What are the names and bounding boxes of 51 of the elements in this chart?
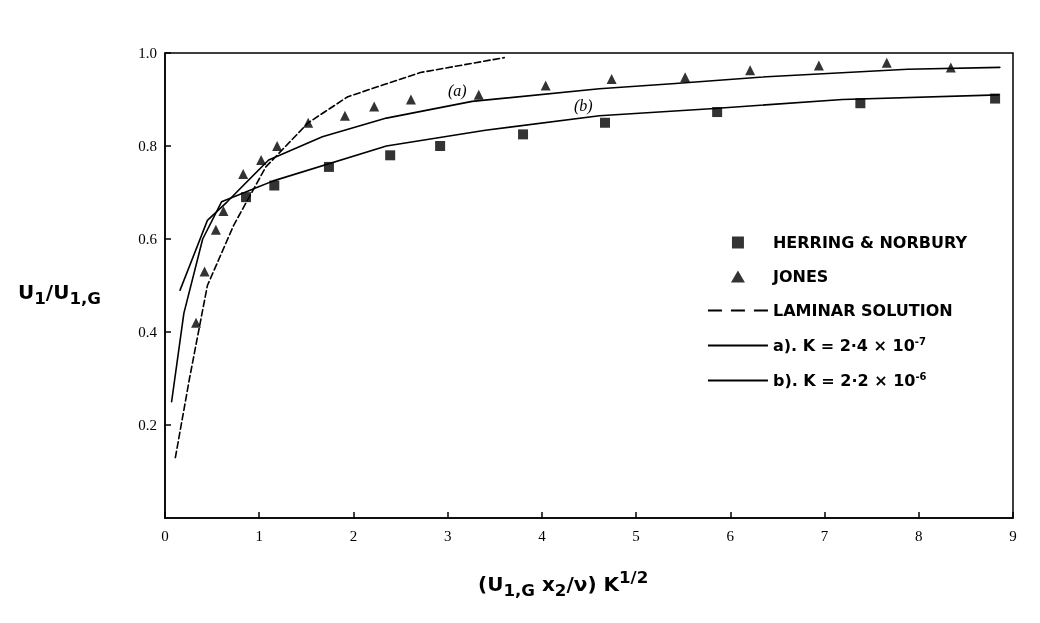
point — [606, 74, 617, 85]
point — [269, 180, 280, 191]
point — [855, 98, 866, 109]
x-axis-title: (U$_{1,G}$ x$_{2}$/ν) K$^{1/2}$ — [478, 568, 649, 600]
point — [435, 141, 446, 151]
x-tick-label: 1 — [255, 527, 263, 544]
point — [813, 60, 824, 71]
point — [272, 141, 283, 151]
x-tick-label: 5 — [632, 527, 640, 544]
y-tick-label: 0.2 — [138, 417, 157, 433]
point — [712, 107, 723, 118]
point — [191, 317, 202, 328]
point — [256, 154, 267, 165]
y-tick-label: 0.8 — [138, 138, 157, 154]
point — [323, 161, 334, 172]
point — [210, 224, 221, 235]
y-tick-label: 0.4 — [138, 324, 158, 340]
point — [218, 206, 229, 217]
point — [369, 101, 380, 112]
y-axis-title: U$_{1}$/U$_{1,G}$ — [18, 280, 101, 308]
x-tick-label: 7 — [820, 527, 829, 544]
y-tick-label: 1.0 — [138, 45, 157, 61]
point — [600, 117, 611, 128]
point — [199, 266, 210, 277]
annotation: (b) — [574, 96, 593, 115]
point — [339, 110, 350, 121]
point — [518, 129, 529, 140]
point — [945, 62, 956, 73]
point — [990, 93, 1001, 104]
point — [473, 89, 484, 100]
legend-label: LAMINAR SOLUTION — [772, 301, 953, 320]
legend-label: JONES — [771, 267, 829, 286]
x-tick-label: 9 — [1009, 527, 1017, 544]
legend-label: HERRING & NORBURY — [772, 233, 968, 252]
point — [238, 168, 249, 179]
annotation: (a) — [448, 81, 467, 100]
x-tick-label: 4 — [538, 527, 547, 544]
x-tick-label: 0 — [161, 527, 169, 544]
x-tick-label: 2 — [349, 527, 358, 544]
x-tick-label: 6 — [726, 527, 735, 544]
x-tick-label: 8 — [915, 527, 923, 544]
point — [540, 80, 551, 91]
point — [745, 65, 756, 76]
point — [405, 94, 416, 105]
point — [241, 192, 252, 203]
y-tick-label: 0.6 — [138, 231, 158, 247]
point — [881, 57, 892, 68]
x-tick-label: 3 — [443, 527, 452, 544]
point — [385, 150, 396, 161]
point — [680, 72, 691, 83]
point — [303, 117, 314, 128]
